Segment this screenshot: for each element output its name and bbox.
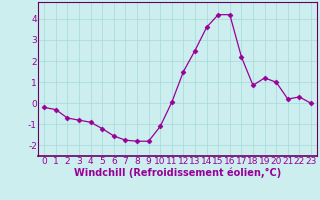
X-axis label: Windchill (Refroidissement éolien,°C): Windchill (Refroidissement éolien,°C) xyxy=(74,168,281,178)
